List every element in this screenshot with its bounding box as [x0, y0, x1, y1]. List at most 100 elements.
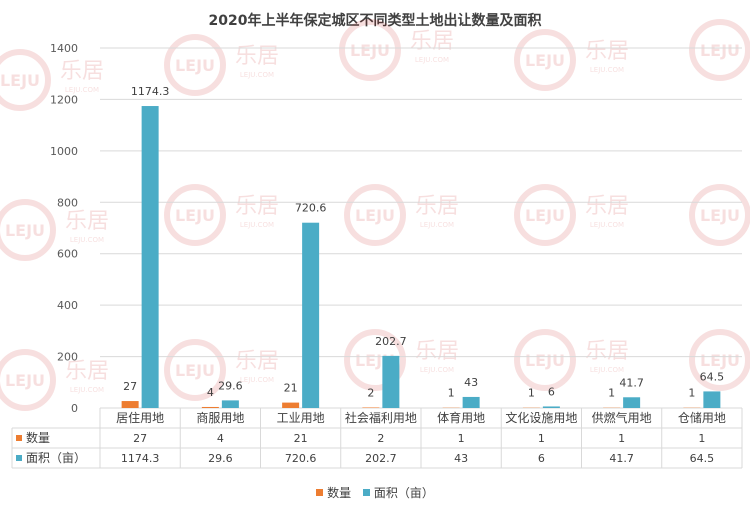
svg-text:LEJU.COM: LEJU.COM	[420, 366, 454, 374]
svg-text:LEJU: LEJU	[175, 56, 215, 75]
legend-swatch-count	[316, 489, 324, 496]
y-tick-label: 800	[57, 196, 78, 209]
watermark: LEJU 乐居 LEJU.COM LEJU 乐居 LEJU.COM LEJU 乐居 LEJU.C…	[0, 19, 750, 411]
table-cell: 1	[618, 432, 625, 445]
svg-text:LEJU.COM: LEJU.COM	[65, 86, 99, 94]
table-cell: 1	[698, 432, 705, 445]
bar-area	[623, 397, 641, 408]
x-category-label: 工业用地	[277, 411, 325, 425]
table-cell: 1174.3	[121, 452, 160, 465]
table-cell: 1	[458, 432, 465, 445]
svg-text:乐居: 乐居	[410, 29, 454, 54]
svg-text:LEJU.COM: LEJU.COM	[420, 221, 454, 229]
data-label: 4	[207, 386, 214, 399]
legend: 数量 面积（亩）	[0, 484, 750, 501]
svg-text:LEJU.COM: LEJU.COM	[240, 71, 274, 79]
svg-text:LEJU.COM: LEJU.COM	[590, 66, 624, 74]
table-cell: 27	[133, 432, 147, 445]
data-label: 27	[123, 380, 137, 393]
table-cell: 1	[538, 432, 545, 445]
table-cell: 43	[454, 452, 468, 465]
y-tick-label: 0	[71, 402, 78, 415]
y-tick-label: 200	[57, 351, 78, 364]
svg-text:LEJU: LEJU	[0, 71, 40, 90]
data-label: 202.7	[375, 335, 407, 348]
bar-area	[141, 106, 159, 408]
data-label: 43	[464, 376, 478, 389]
bar-count	[201, 406, 219, 408]
bar-area	[302, 222, 320, 408]
bar-area	[221, 400, 239, 408]
svg-text:乐居: 乐居	[585, 194, 629, 219]
y-tick-label: 1400	[50, 42, 78, 55]
svg-text:LEJU: LEJU	[350, 41, 390, 60]
svg-text:乐居: 乐居	[415, 339, 459, 364]
svg-text:LEJU.COM: LEJU.COM	[590, 221, 624, 229]
table-row-header: 数量	[26, 430, 50, 445]
table-swatch	[16, 435, 22, 441]
svg-text:乐居: 乐居	[585, 39, 629, 64]
table-swatch	[16, 455, 22, 461]
table-cell: 2	[377, 432, 384, 445]
data-label: 1	[448, 387, 455, 400]
table-cell: 64.5	[690, 452, 715, 465]
y-tick-label: 400	[57, 299, 78, 312]
table-cell: 6	[538, 452, 545, 465]
svg-text:LEJU.COM: LEJU.COM	[240, 376, 274, 384]
svg-text:LEJU: LEJU	[5, 221, 45, 240]
data-label: 1	[688, 387, 695, 400]
svg-text:LEJU.COM: LEJU.COM	[70, 386, 104, 394]
bar-count	[282, 402, 300, 408]
svg-text:乐居: 乐居	[585, 339, 629, 364]
svg-text:LEJU.COM: LEJU.COM	[590, 366, 624, 374]
svg-text:LEJU: LEJU	[175, 206, 215, 225]
svg-text:LEJU: LEJU	[5, 371, 45, 390]
data-label: 6	[548, 385, 555, 398]
x-category-label: 体育用地	[437, 410, 485, 425]
data-label: 1	[528, 387, 535, 400]
svg-text:LEJU: LEJU	[525, 51, 565, 70]
svg-text:乐居: 乐居	[235, 194, 279, 219]
legend-item-count: 数量	[316, 484, 351, 501]
table-row-header: 面积（亩）	[26, 450, 86, 465]
svg-text:LEJU.COM: LEJU.COM	[240, 221, 274, 229]
bar-count	[121, 401, 139, 408]
legend-item-area: 面积（亩）	[362, 484, 434, 501]
svg-text:乐居: 乐居	[60, 59, 104, 84]
y-tick-label: 1200	[50, 93, 78, 106]
svg-text:LEJU: LEJU	[525, 206, 565, 225]
svg-text:乐居: 乐居	[235, 349, 279, 374]
x-category-label: 供燃气用地	[592, 410, 652, 425]
svg-text:乐居: 乐居	[415, 194, 459, 219]
legend-swatch-area	[362, 489, 370, 496]
svg-text:LEJU: LEJU	[175, 361, 215, 380]
svg-text:LEJU: LEJU	[700, 206, 740, 225]
bar-area	[462, 396, 480, 408]
svg-text:LEJU: LEJU	[700, 41, 740, 60]
svg-text:LEJU: LEJU	[525, 351, 565, 370]
svg-text:LEJU.COM: LEJU.COM	[415, 56, 449, 64]
y-tick-label: 600	[57, 248, 78, 261]
legend-label-count: 数量	[327, 486, 352, 500]
x-category-label: 社会福利用地	[345, 410, 417, 425]
x-category-label: 仓储用地	[678, 410, 726, 425]
data-label: 21	[284, 382, 298, 395]
legend-label-area: 面积（亩）	[373, 486, 434, 500]
bar-area	[382, 355, 400, 408]
svg-text:LEJU.COM: LEJU.COM	[70, 236, 104, 244]
x-category-label: 文化设施用地	[505, 410, 577, 425]
y-tick-label: 1000	[50, 145, 78, 158]
svg-text:乐居: 乐居	[65, 359, 109, 384]
table-cell: 4	[217, 432, 224, 445]
table-cell: 720.6	[285, 452, 317, 465]
table-cell: 202.7	[365, 452, 397, 465]
bar-count	[362, 407, 380, 408]
bar-area	[703, 391, 721, 408]
data-label: 2	[367, 386, 374, 399]
bar-area	[542, 406, 560, 408]
table-cell: 21	[294, 432, 308, 445]
data-label: 29.6	[218, 379, 243, 392]
table-cell: 41.7	[609, 452, 634, 465]
